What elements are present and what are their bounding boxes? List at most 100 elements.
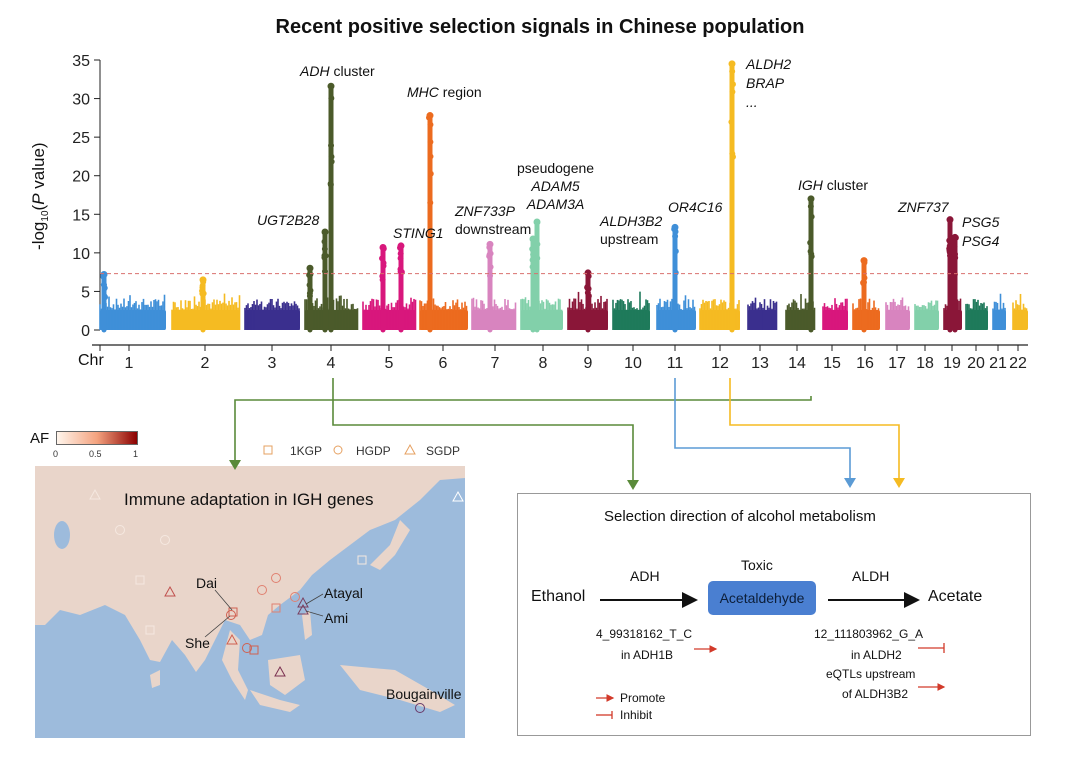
map-title: Immune adaptation in IGH genes <box>124 490 374 509</box>
alcohol-metabolism-diagram: Selection direction of alcohol metabolis… <box>517 493 1031 736</box>
map-marker-18 <box>452 490 464 502</box>
peak-point <box>100 281 107 288</box>
map-marker-8 <box>297 603 309 615</box>
peak-point <box>951 243 958 250</box>
x-tick-label-chr10: 10 <box>624 355 642 372</box>
annotation-aldh2: ALDH2 BRAP ... <box>746 56 792 110</box>
pop-leader-line-0 <box>214 589 233 611</box>
map-marker-4 <box>271 573 281 583</box>
peak-top-point <box>321 228 329 236</box>
x-tick-label-chr9: 9 <box>584 355 593 372</box>
legend-hgdp: HGDP <box>356 444 391 458</box>
connector-arrowhead-chr14 <box>229 460 241 470</box>
map-marker-0 <box>164 585 176 597</box>
connector-arrowhead-chr12 <box>893 478 905 488</box>
peak-point <box>427 153 434 160</box>
legend-1kgp: 1KGP <box>290 444 323 458</box>
peak-point <box>380 259 387 266</box>
annotation-ugt2b28: UGT2B28 <box>257 212 320 228</box>
peak-point <box>946 249 953 256</box>
peak-point <box>200 290 207 297</box>
pop-label-ami: Ami <box>324 610 349 626</box>
annotation-znf733p: ZNF733P downstream <box>455 203 532 237</box>
map-marker-14 <box>145 625 155 635</box>
ylabel-italic: P <box>28 193 48 205</box>
product-acetate: Acetate <box>928 588 983 605</box>
map-marker-16 <box>115 525 125 535</box>
y-tick-label: 15 <box>72 207 90 224</box>
y-tick-label: 5 <box>81 284 90 301</box>
annotation-mhc: MHC region <box>407 84 482 100</box>
chromosome-15-points <box>822 298 848 330</box>
peak-point <box>328 153 335 160</box>
x-tick-label-chr5: 5 <box>385 355 394 372</box>
x-tick-label-chr3: 3 <box>268 355 277 372</box>
chromosome-22-points <box>1012 293 1028 330</box>
peak-top-point <box>327 82 335 90</box>
map-marker-17 <box>135 575 145 585</box>
annotation-sting1: STING1 <box>393 225 444 241</box>
chromosome-13-points <box>747 297 778 330</box>
peak-point <box>860 279 867 286</box>
variant-adh1b-gene: in ADH1B <box>621 648 674 662</box>
map-marker-3 <box>257 585 267 595</box>
diagram-title: Selection direction of alcohol metabolis… <box>604 508 876 525</box>
map-marker-11 <box>249 645 259 655</box>
y-tick-label: 25 <box>72 130 90 147</box>
variant-aldh2-id: 12_111803962_G_A <box>814 627 923 641</box>
map-land-1 <box>222 630 248 700</box>
chromosome-4-points <box>304 82 359 333</box>
chromosome-11-points <box>656 223 696 333</box>
chromosome-3-points <box>244 298 300 330</box>
map-marker-10 <box>242 643 252 653</box>
peak-point <box>328 142 335 149</box>
map-marker-12 <box>274 665 286 677</box>
legend-circle-icon <box>333 445 343 455</box>
annotation-or4c16: OR4C16 <box>668 199 723 215</box>
legend-sgdp: SGDP <box>426 444 461 458</box>
peak-top-point <box>100 270 108 278</box>
intermediate-acetaldehyde: Acetaldehyde <box>708 581 816 615</box>
peak-point <box>729 68 736 75</box>
x-tick-label-chr21: 21 <box>989 355 1007 372</box>
peak-point <box>533 241 540 248</box>
x-tick-label-chr1: 1 <box>125 355 134 372</box>
peak-top-point <box>671 223 679 231</box>
peak-point <box>397 250 404 257</box>
legend-inhibit: Inhibit <box>620 708 653 722</box>
map-land-3 <box>268 655 305 695</box>
map-land-7 <box>150 670 160 688</box>
pop-leader-line-2 <box>305 593 324 605</box>
x-tick-label-chr16: 16 <box>856 355 874 372</box>
annotation-znf737: ZNF737 <box>898 199 949 215</box>
chromosome-9-points <box>567 269 608 333</box>
peak-point <box>427 139 434 146</box>
peak-point <box>672 269 679 276</box>
peak-point <box>946 237 953 244</box>
peak-point <box>327 181 334 188</box>
peak-point <box>808 213 815 220</box>
annotation-adam: pseudogene ADAM5 ADAM3A <box>517 160 595 212</box>
peak-point <box>729 88 736 95</box>
chromosome-5-points <box>362 242 417 333</box>
af-tick-0: 0 <box>53 449 59 459</box>
map-caspian-sea <box>54 521 70 549</box>
pop-label-she: She <box>185 635 210 651</box>
peak-point <box>808 253 815 260</box>
map-marker-6 <box>271 603 281 613</box>
connector-chr4 <box>332 378 634 482</box>
peak-top-point <box>379 243 387 251</box>
peak-point <box>321 245 328 252</box>
chromosome-2-points <box>171 276 241 333</box>
af-tick-0-5: 0.5 <box>89 449 102 459</box>
peak-top-point <box>946 216 954 224</box>
peak-top-point <box>306 264 314 272</box>
peak-top-point <box>951 233 959 241</box>
y-tick-label: 20 <box>72 169 90 186</box>
chromosome-8-points <box>520 218 563 333</box>
peak-point <box>729 153 736 160</box>
peak-point <box>328 95 335 102</box>
enzyme-adh: ADH <box>630 568 660 584</box>
ylabel-pre: -log <box>28 221 48 250</box>
